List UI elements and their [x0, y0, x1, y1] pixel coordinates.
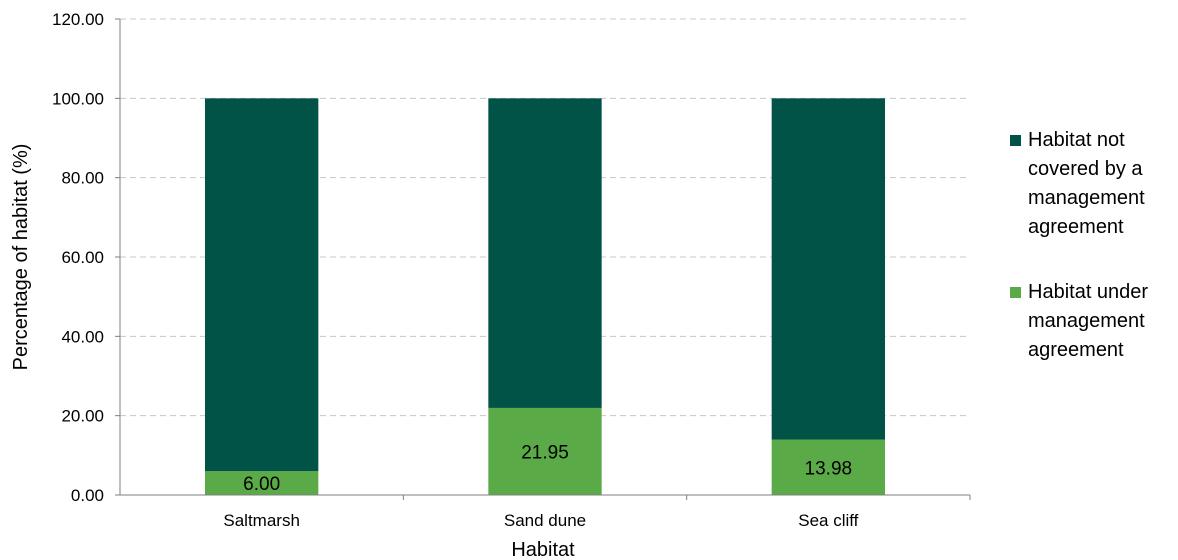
x-tick-label: Sea cliff: [798, 511, 858, 530]
bar-data-label: 13.98: [805, 458, 853, 479]
legend-entry: Habitat under management agreement: [1028, 281, 1148, 361]
bar-data-label: 6.00: [243, 474, 280, 495]
legend-swatch: [1010, 287, 1021, 298]
x-axis-title: Habitat: [511, 539, 575, 560]
legend-entry: Habitat not covered by a management agreeme…: [1028, 129, 1145, 238]
legend-swatch: [1010, 135, 1021, 146]
y-tick-label: 120.00: [52, 10, 104, 29]
bar-segment: [771, 439, 885, 495]
x-tick-label: Saltmarsh: [223, 511, 300, 530]
bar-segment: [771, 98, 885, 440]
y-tick-label: 0.00: [71, 486, 104, 505]
y-tick-label: 40.00: [61, 327, 104, 346]
y-tick-label: 100.00: [52, 89, 104, 108]
bars: [205, 98, 885, 495]
axes: 0.00 20.00 40.00 60.00 80.00 100.00 120.00 Salt…: [52, 10, 971, 530]
bar-data-label: 21.95: [521, 442, 569, 463]
y-tick-label: 60.00: [61, 248, 104, 267]
data-labels: 6.00 21.95 13.98: [243, 442, 852, 495]
legend: Habitat not covered by a management agreeme…: [1010, 129, 1148, 361]
bar-segment: [488, 98, 602, 408]
bar-segment: [488, 407, 602, 495]
y-axis-title: Percentage of habitat (%): [10, 144, 32, 371]
y-tick-label: 80.00: [61, 169, 104, 188]
x-tick-label: Sand dune: [504, 511, 586, 530]
bar-segment: [205, 98, 319, 472]
y-tick-label: 20.00: [61, 407, 104, 426]
bar-segment: [205, 471, 319, 495]
